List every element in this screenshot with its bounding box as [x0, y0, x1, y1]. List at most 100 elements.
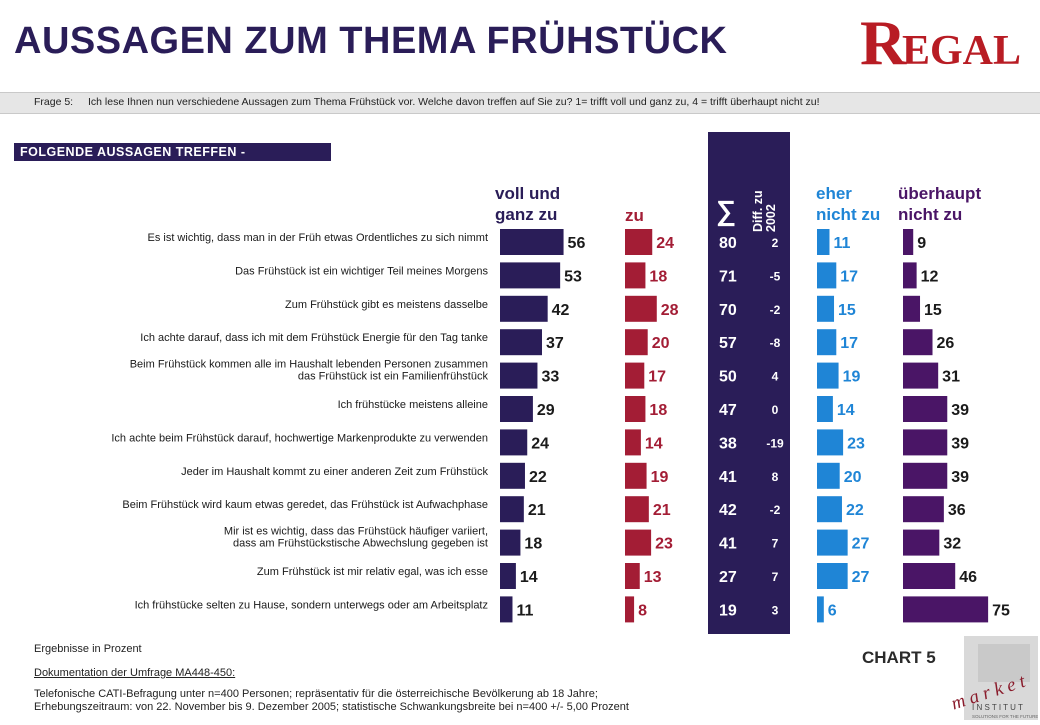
bar-ueberhaupt: [903, 229, 914, 255]
bar-ueberhaupt: [903, 329, 933, 356]
bar-ueberhaupt: [903, 596, 989, 623]
results-note: Ergebnisse in Prozent: [34, 643, 142, 655]
bar-voll: [500, 262, 561, 289]
data-label-zu: 21: [653, 502, 671, 519]
bar-voll: [500, 329, 542, 356]
data-label-ueberhaupt: 15: [924, 302, 942, 319]
question-strip: Frage 5: Ich lese Ihnen nun verschiedene…: [0, 92, 1040, 114]
bar-ueberhaupt: [903, 462, 948, 489]
data-label-voll: 33: [541, 369, 559, 386]
data-label-ueberhaupt: 39: [951, 435, 969, 452]
bar-ueberhaupt: [903, 262, 917, 289]
tagline-text: SOLUTIONS FOR THE FUTURE: [972, 714, 1038, 719]
bar-eher: [817, 596, 824, 623]
col-header-voll: voll und ganz zu: [495, 184, 561, 224]
sum-value: 41: [719, 536, 737, 553]
data-label-eher: 19: [843, 369, 861, 386]
statement-label: Beim Frühstück wird kaum etwas geredet, …: [122, 499, 488, 511]
data-label-ueberhaupt: 26: [937, 335, 955, 352]
data-label-eher: 27: [852, 536, 870, 553]
bar-eher: [817, 362, 839, 389]
data-label-eher: 6: [828, 602, 837, 619]
statements-header: FOLGENDE AUSSAGEN TREFFEN -: [14, 143, 331, 161]
sum-value: 80: [719, 235, 737, 252]
col-header-eher: eher nicht zu: [816, 184, 881, 224]
data-label-voll: 14: [520, 569, 538, 586]
data-label-zu: 8: [638, 602, 647, 619]
data-label-ueberhaupt: 46: [959, 569, 977, 586]
bar-zu: [625, 529, 652, 556]
data-label-ueberhaupt: 9: [917, 235, 926, 252]
sum-column-background: [708, 132, 790, 634]
chart-number: CHART 5: [862, 648, 936, 667]
data-label-ueberhaupt: 39: [951, 402, 969, 419]
data-label-voll: 29: [537, 402, 555, 419]
bar-zu: [625, 596, 635, 623]
sum-value: 42: [719, 502, 737, 519]
statement-label: Mir ist es wichtig, dass das Frühstück h…: [224, 526, 488, 538]
bar-eher: [817, 563, 848, 589]
bar-zu: [625, 229, 653, 255]
bar-zu: [625, 429, 641, 456]
statement-label: Zum Frühstück ist mir relativ egal, was …: [257, 566, 488, 578]
data-label-ueberhaupt: 31: [942, 369, 960, 386]
diff-value: 3: [772, 603, 779, 617]
data-label-voll: 21: [528, 502, 546, 519]
bar-voll: [500, 462, 525, 489]
data-label-voll: 56: [568, 235, 586, 252]
bar-voll: [500, 229, 564, 255]
regal-logo: R EGAL: [858, 6, 1038, 78]
statement-label: Das Frühstück ist ein wichtiger Teil mei…: [235, 265, 488, 277]
bar-eher: [817, 496, 842, 523]
svg-text:EGAL: EGAL: [902, 28, 1021, 74]
bar-eher: [817, 329, 837, 356]
bar-ueberhaupt: [903, 396, 948, 422]
doc-line-2: Erhebungszeitraum: von 22. November bis …: [34, 701, 629, 713]
data-label-ueberhaupt: 36: [948, 502, 966, 519]
bar-zu: [625, 262, 646, 289]
sum-value: 50: [719, 369, 737, 386]
bar-ueberhaupt: [903, 496, 944, 523]
sum-value: 27: [719, 569, 737, 586]
bar-zu: [625, 329, 648, 356]
bar-voll: [500, 596, 513, 623]
data-label-voll: 53: [564, 268, 582, 285]
statement-label: dass am Frühstückstische Abwechslung geg…: [233, 538, 488, 550]
diff-value: 4: [772, 370, 779, 384]
bar-zu: [625, 295, 657, 322]
diff-value: 0: [772, 403, 779, 417]
diff-value: -5: [770, 269, 781, 283]
bar-voll: [500, 396, 533, 422]
data-label-voll: 11: [516, 602, 533, 619]
bar-eher: [817, 262, 837, 289]
diff-value: 7: [772, 537, 779, 551]
data-label-ueberhaupt: 75: [992, 602, 1010, 619]
col-header-zu: zu: [625, 206, 644, 225]
question-label: Frage 5:: [34, 96, 74, 108]
statement-label: Beim Frühstück kommen alle im Haushalt l…: [130, 359, 488, 371]
bar-eher: [817, 462, 840, 489]
doc-line-1: Telefonische CATI-Befragung unter n=400 …: [34, 688, 598, 700]
sum-value: 47: [719, 402, 737, 419]
bar-voll: [500, 496, 524, 523]
sum-value: 57: [719, 335, 737, 352]
question-text: Ich lese Ihnen nun verschiedene Aussagen…: [88, 96, 820, 108]
institut-text: I N S T I T U T: [972, 703, 1023, 712]
bar-zu: [625, 362, 645, 389]
diff-value: 7: [772, 570, 779, 584]
data-label-eher: 17: [840, 268, 858, 285]
bar-ueberhaupt: [903, 529, 940, 556]
sum-value: 71: [719, 268, 737, 285]
diff-value: -19: [766, 436, 784, 450]
page-title: AUSSAGEN ZUM THEMA FRÜHSTÜCK: [14, 20, 728, 62]
data-label-eher: 15: [838, 302, 856, 319]
bar-voll: [500, 529, 521, 556]
sigma-icon: ∑: [716, 195, 736, 226]
bar-voll: [500, 563, 516, 589]
bar-ueberhaupt: [903, 362, 939, 389]
data-label-zu: 19: [651, 469, 669, 486]
col-header-ueberhaupt: überhaupt nicht zu: [898, 184, 982, 224]
data-label-zu: 20: [652, 335, 670, 352]
bar-ueberhaupt: [903, 563, 956, 589]
statement-label: Ich frühstücke selten zu Hause, sondern …: [135, 599, 488, 611]
